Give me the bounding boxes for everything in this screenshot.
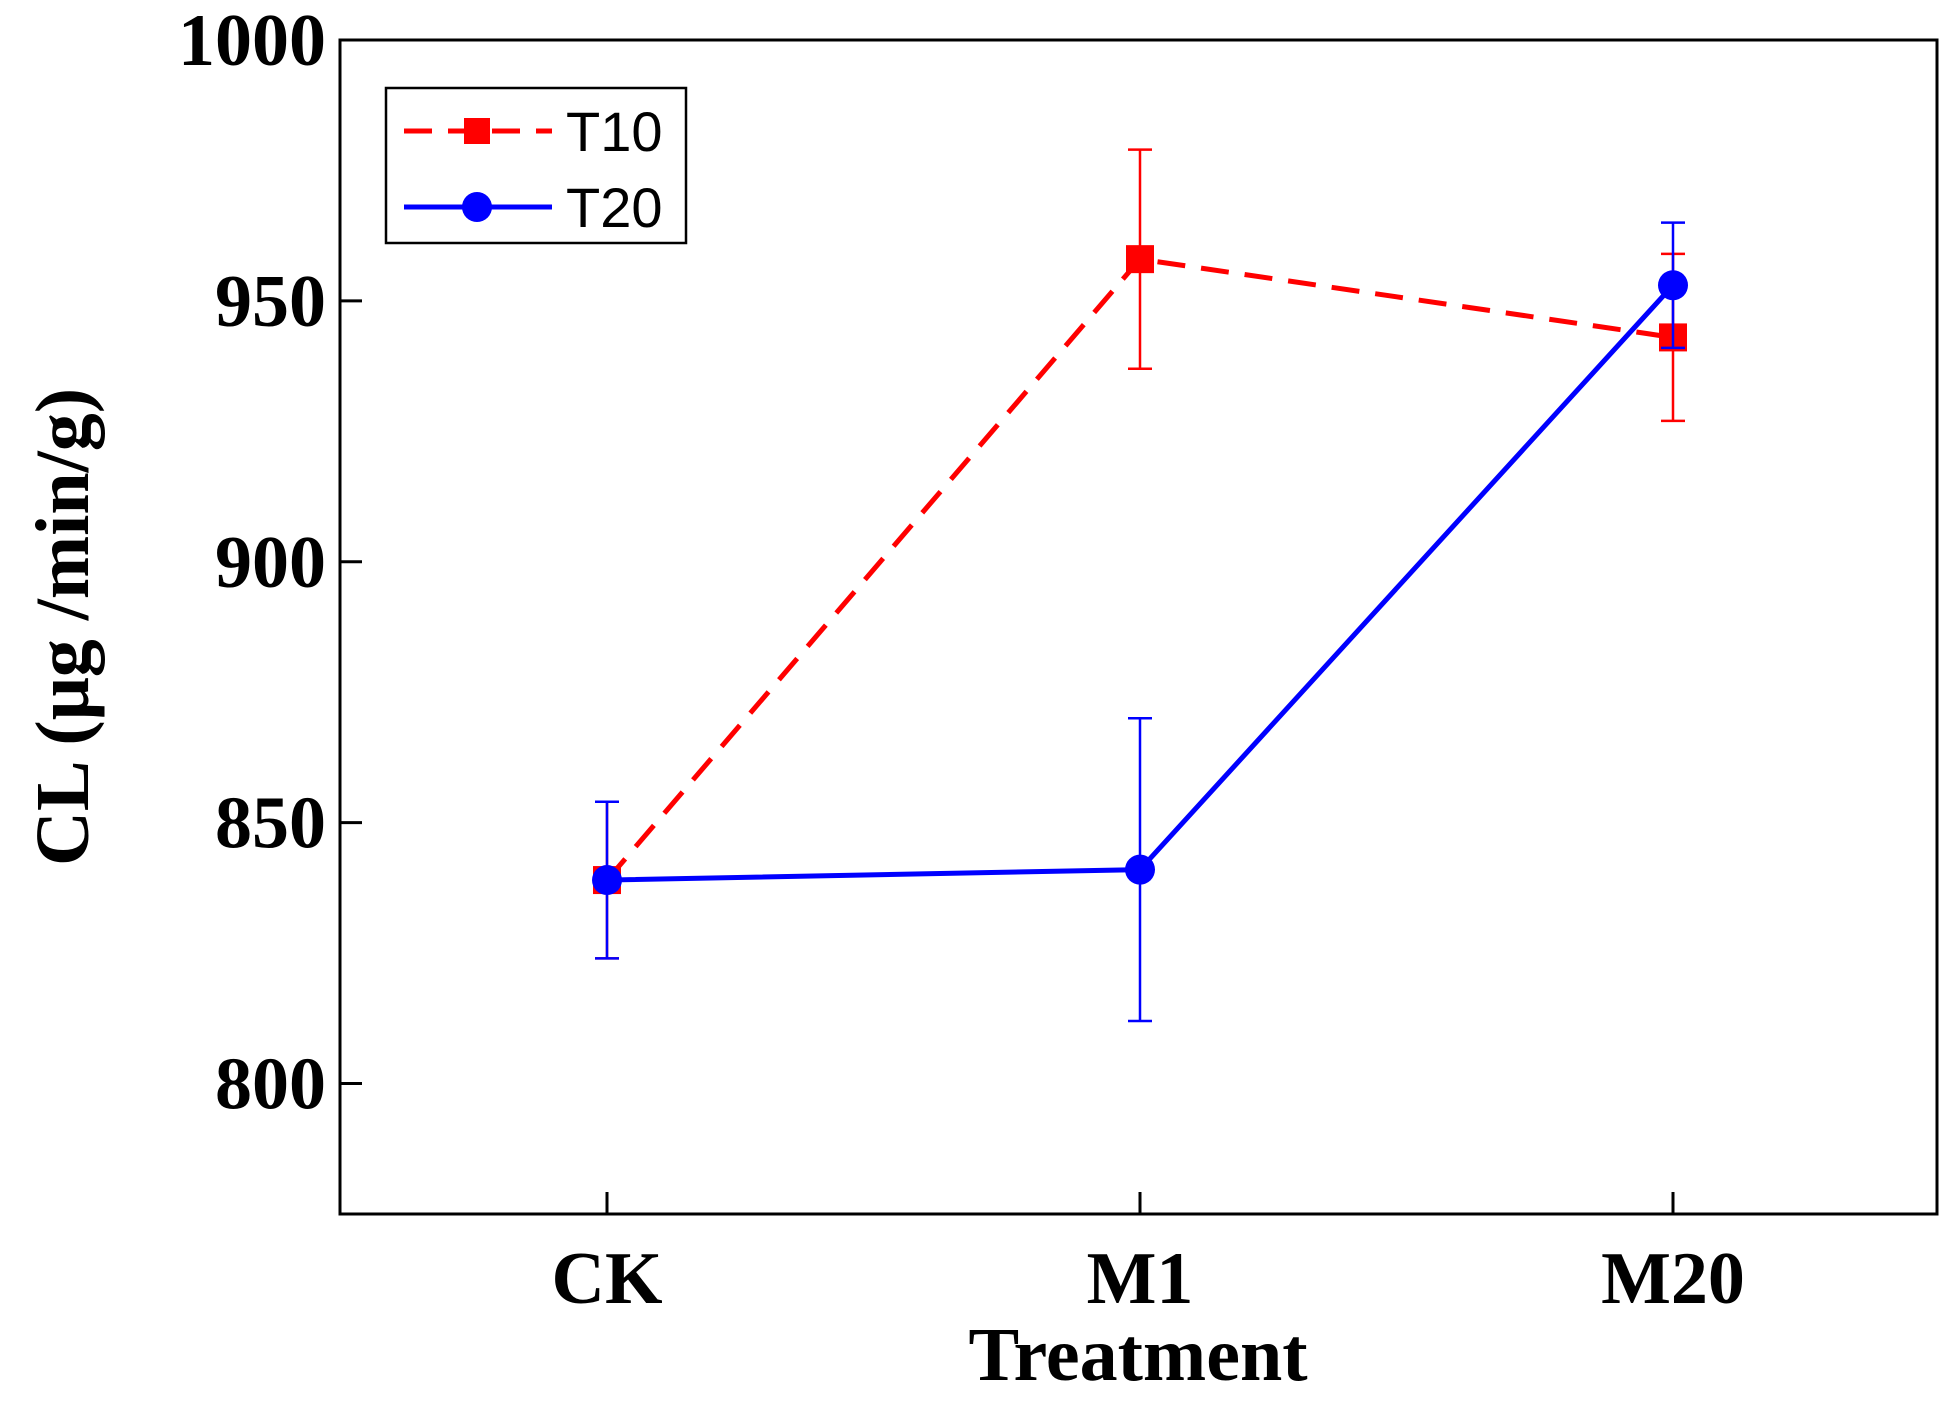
x-tick-label: M1 [1087,1238,1194,1320]
y-tick-label: 950 [215,261,326,343]
y-tick-label: 1000 [178,0,326,82]
x-tick-label: CK [552,1238,663,1320]
legend-box [384,86,688,245]
data-point-t10 [1126,245,1154,274]
y-tick-label: 800 [215,1044,326,1126]
x-tick-label: M20 [1601,1238,1745,1320]
data-marks [592,148,1688,1023]
y-axis-title: CL (μg /min/g) [21,388,105,866]
legend-marker-t10 [464,118,490,144]
y-tick-label: 850 [215,783,326,865]
legend-label-t20: T20 [566,176,663,239]
axes: 800 850 900 950 1000 CK M1 M20 [178,0,1745,1320]
legend-marker-t20 [462,192,492,222]
data-point-t20 [592,865,622,896]
legend-label-t10: T10 [566,100,663,163]
y-tick-label: 900 [215,522,326,604]
x-axis-title: Treatment [968,1313,1307,1397]
data-point-t20 [1658,270,1688,301]
data-point-t20 [1125,854,1155,885]
